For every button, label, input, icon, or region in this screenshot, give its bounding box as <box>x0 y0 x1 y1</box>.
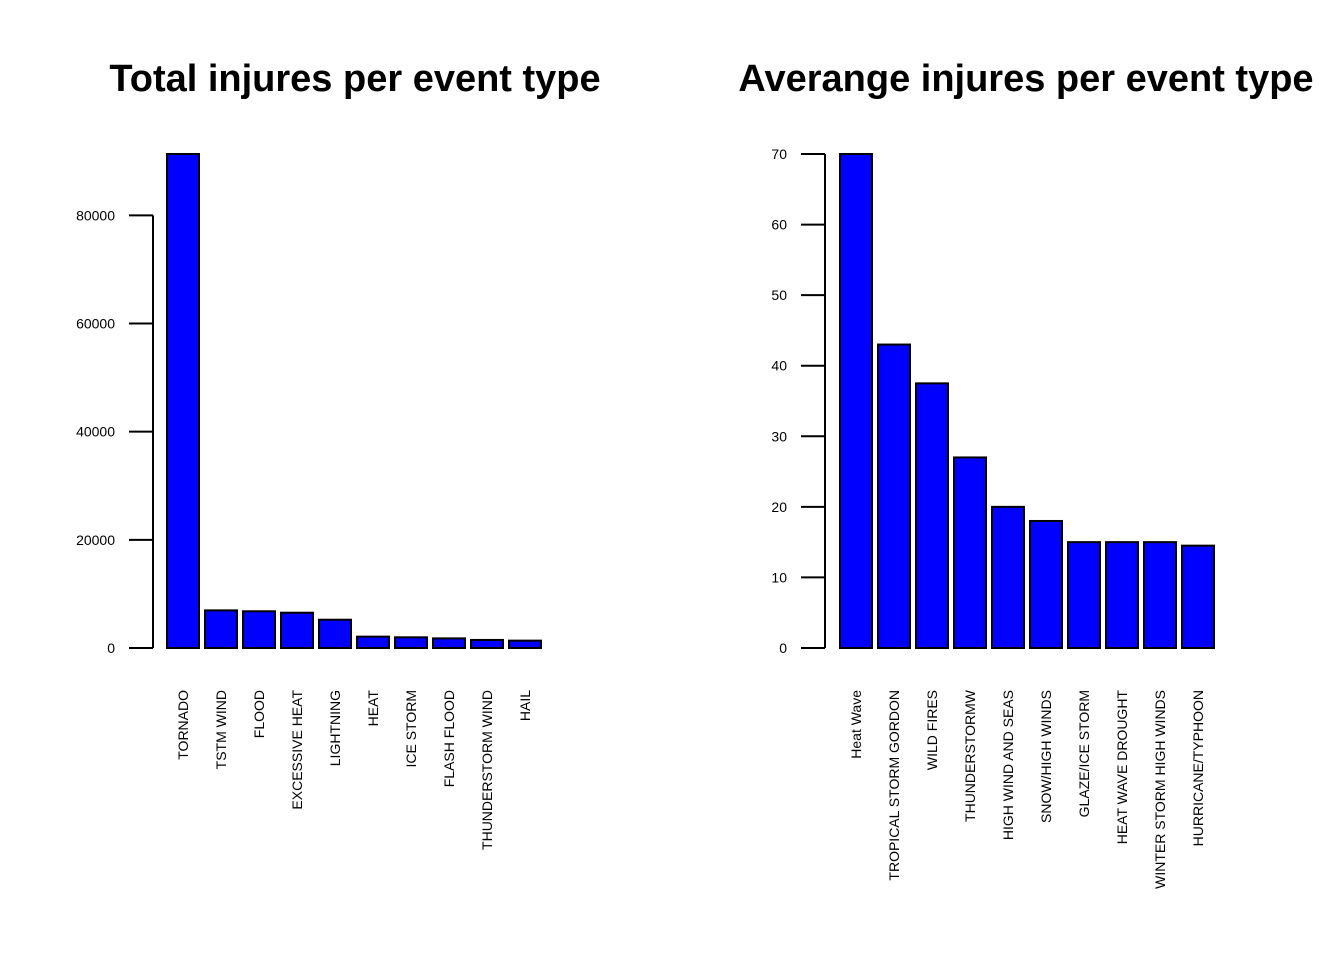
bar <box>432 637 466 649</box>
bar <box>1067 541 1101 650</box>
bar <box>1105 541 1139 650</box>
chart-title: Averange injures per event type <box>738 58 1313 100</box>
bar <box>1029 519 1063 650</box>
category-label: THUNDERSTORMW <box>962 689 978 822</box>
category-label: HIGH WIND AND SEAS <box>1000 690 1016 840</box>
y-tick-label: 0 <box>107 640 115 656</box>
category-label: ICE STORM <box>403 690 419 768</box>
y-tick-label: 30 <box>771 428 787 444</box>
bar <box>508 639 542 650</box>
average-injuries-chart: Averange injures per event type 0 10 20 30 40… <box>738 58 1313 889</box>
y-tick-label: 20000 <box>76 532 115 548</box>
bar <box>280 611 314 650</box>
category-label: FLASH FLOOD <box>441 690 457 787</box>
category-label: WINTER STORM HIGH WINDS <box>1152 690 1168 889</box>
bar <box>839 153 873 649</box>
bar <box>953 456 987 650</box>
chart-title: Total injures per event type <box>109 58 600 100</box>
y-tick-label: 70 <box>771 146 787 162</box>
category-label: FLOOD <box>251 690 267 738</box>
bar <box>877 343 911 649</box>
category-label: WILD FIRES <box>924 690 940 770</box>
category-label: EXCESSIVE HEAT <box>289 690 305 810</box>
category-label: THUNDERSTORM WIND <box>479 690 495 850</box>
y-tick-label: 40000 <box>76 424 115 440</box>
y-tick-label: 60 <box>771 217 787 233</box>
category-label: SNOW/HIGH WINDS <box>1038 690 1054 823</box>
category-label: TSTM WIND <box>213 690 229 769</box>
y-tick-label: 60000 <box>76 316 115 332</box>
y-tick-label: 20 <box>771 499 787 515</box>
y-tick-label: 40 <box>771 358 787 374</box>
category-label: TORNADO <box>175 690 191 760</box>
category-label: HAIL <box>517 690 533 721</box>
bar <box>470 638 504 649</box>
category-label: TROPICAL STORM GORDON <box>886 690 902 881</box>
bar <box>915 382 949 649</box>
category-label: HURRICANE/TYPHOON <box>1190 690 1206 846</box>
category-label: LIGHTNING <box>327 690 343 766</box>
bar <box>1181 544 1215 650</box>
y-tick-label: 50 <box>771 287 787 303</box>
y-tick-label: 80000 <box>76 207 115 223</box>
bar <box>394 636 428 649</box>
bar <box>1143 541 1177 650</box>
bar <box>318 618 352 650</box>
total-injuries-chart: Total injures per event type 0 20000 40000 6… <box>76 58 601 850</box>
bar <box>204 609 238 649</box>
y-tick-label: 10 <box>771 569 787 585</box>
bar <box>991 505 1025 649</box>
bar <box>166 153 200 649</box>
bar <box>356 635 390 650</box>
category-label: HEAT WAVE DROUGHT <box>1114 690 1130 845</box>
category-label: HEAT <box>365 690 381 727</box>
category-label: GLAZE/ICE STORM <box>1076 690 1092 817</box>
category-label: Heat Wave <box>848 690 864 759</box>
y-tick-label: 0 <box>779 640 787 656</box>
bar <box>242 610 276 650</box>
